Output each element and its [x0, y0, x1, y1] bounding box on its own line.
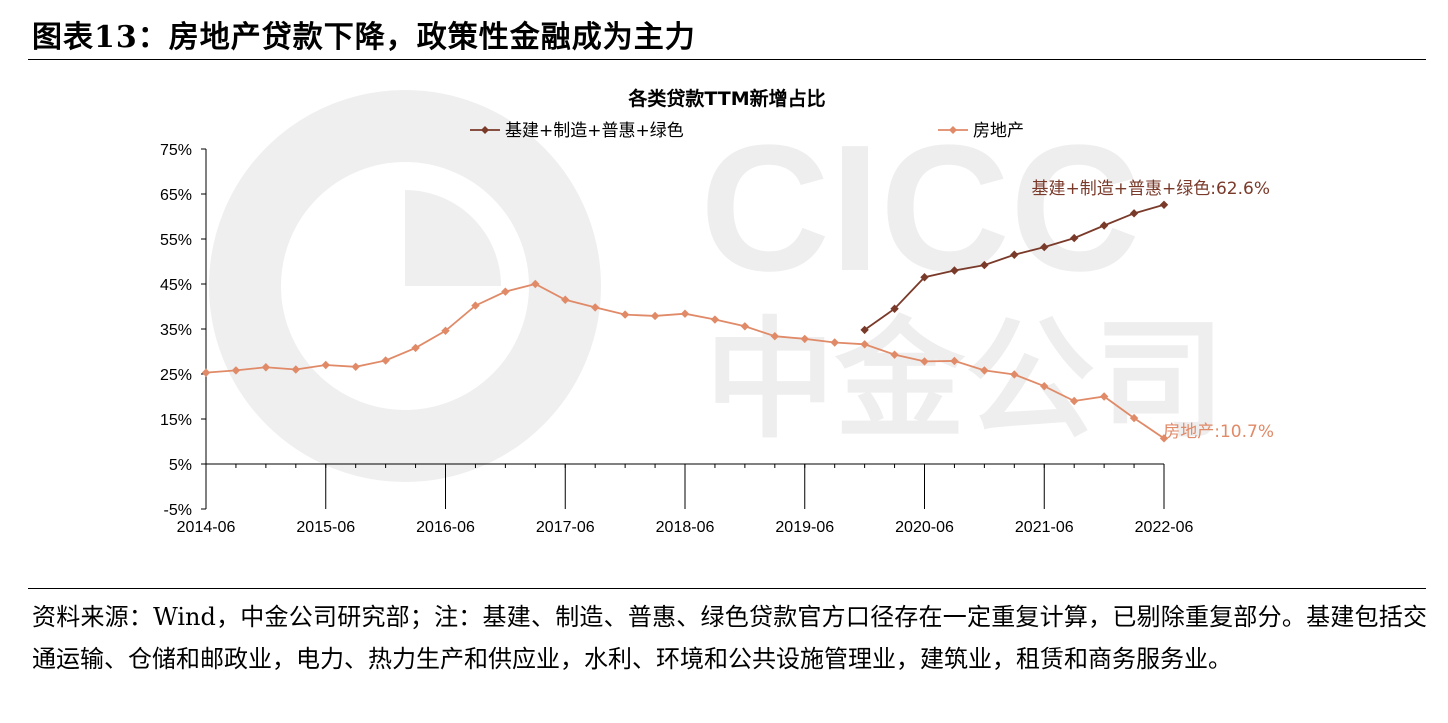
- data-point: [321, 360, 330, 370]
- data-point: [950, 356, 959, 366]
- line-chart: 各类贷款TTM新增占比 基建+制造+普惠+绿色 房地产 -5% 5% 15% 25% 35…: [160, 87, 1274, 536]
- y-tick-label: 65%: [160, 187, 192, 204]
- data-point: [1040, 242, 1049, 252]
- chart-title: 各类贷款TTM新增占比: [627, 87, 825, 110]
- data-point: [920, 273, 929, 282]
- x-tick-label: 2018-06: [656, 519, 715, 536]
- axes: -5% 5% 15% 25% 35% 45% 55% 65% 75% 2014-06 2015-06…: [160, 142, 1193, 536]
- data-point: [980, 260, 989, 270]
- data-point: [1159, 200, 1169, 209]
- series-2-end-label: 房地产:10.7%: [1163, 422, 1274, 442]
- x-tick-label: 2020-06: [895, 519, 954, 536]
- data-point: [860, 340, 869, 349]
- data-point: [710, 315, 720, 324]
- data-point: [411, 343, 420, 353]
- series-line-2: [205, 283, 1165, 440]
- series-group: [201, 200, 1169, 443]
- y-tick-label: 75%: [160, 142, 192, 159]
- x-tick-label: 2015-06: [296, 519, 355, 536]
- data-point: [1010, 250, 1019, 259]
- data-point: [770, 332, 780, 341]
- data-point: [381, 356, 390, 365]
- data-point: [201, 368, 211, 377]
- data-point: [950, 266, 959, 275]
- data-point: [620, 310, 630, 319]
- data-point: [1069, 233, 1079, 243]
- series-line-1: [864, 203, 1165, 331]
- data-point: [1129, 209, 1139, 218]
- end-labels: 基建+制造+普惠+绿色:62.6% 房地产:10.7%: [1032, 179, 1274, 442]
- data-point: [1159, 434, 1169, 443]
- y-tick-label: 55%: [160, 232, 192, 249]
- data-point: [890, 350, 899, 359]
- x-tick-label: 2016-06: [416, 519, 475, 536]
- data-point: [231, 366, 241, 375]
- data-point: [830, 338, 839, 347]
- data-point: [980, 366, 989, 375]
- data-point: [1099, 221, 1109, 230]
- y-tick-label: 15%: [160, 412, 192, 429]
- data-point: [561, 295, 570, 304]
- x-tick-label: 2022-06: [1135, 519, 1194, 536]
- x-tick-label: 2014-06: [177, 519, 236, 536]
- data-point: [441, 326, 450, 335]
- data-point: [800, 334, 809, 344]
- data-point: [920, 357, 929, 366]
- legend-label: 基建+制造+普惠+绿色: [505, 121, 684, 141]
- data-point: [1069, 396, 1079, 406]
- legend-marker: [481, 126, 489, 134]
- data-point: [351, 362, 360, 371]
- data-point: [740, 322, 750, 331]
- legend-marker: [949, 126, 957, 134]
- data-point: [471, 301, 480, 310]
- x-tick-label: 2019-06: [775, 519, 834, 536]
- data-point: [890, 304, 899, 313]
- data-point: [650, 311, 660, 321]
- source-note: 资料来源：Wind，中金公司研究部；注：基建、制造、普惠、绿色贷款官方口径存在一…: [32, 603, 1427, 673]
- y-tick-label: 45%: [160, 277, 192, 294]
- data-point: [531, 279, 540, 289]
- data-point: [1129, 413, 1139, 423]
- data-point: [1010, 370, 1019, 379]
- series-1-end-label: 基建+制造+普惠+绿色:62.6%: [1032, 179, 1270, 199]
- y-tick-label: 5%: [169, 457, 192, 474]
- data-point: [860, 325, 869, 335]
- source-rule: [28, 588, 1426, 589]
- data-point: [261, 363, 271, 372]
- figure-title: 图表13：房地产贷款下降，政策性金融成为主力: [32, 20, 696, 55]
- data-point: [680, 309, 690, 318]
- y-tick-label: 25%: [160, 367, 192, 384]
- y-tick-label: 35%: [160, 322, 192, 339]
- x-tick-label: 2017-06: [536, 519, 595, 536]
- legend-label: 房地产: [973, 121, 1024, 141]
- data-point: [1040, 381, 1049, 391]
- data-point: [590, 303, 600, 312]
- data-point: [1099, 392, 1109, 401]
- legend: 基建+制造+普惠+绿色 房地产: [470, 121, 1024, 141]
- y-tick-label: -5%: [164, 502, 192, 519]
- x-tick-label: 2021-06: [1015, 519, 1074, 536]
- data-point: [291, 365, 301, 374]
- data-point: [501, 287, 510, 296]
- title-rule: [28, 59, 1426, 60]
